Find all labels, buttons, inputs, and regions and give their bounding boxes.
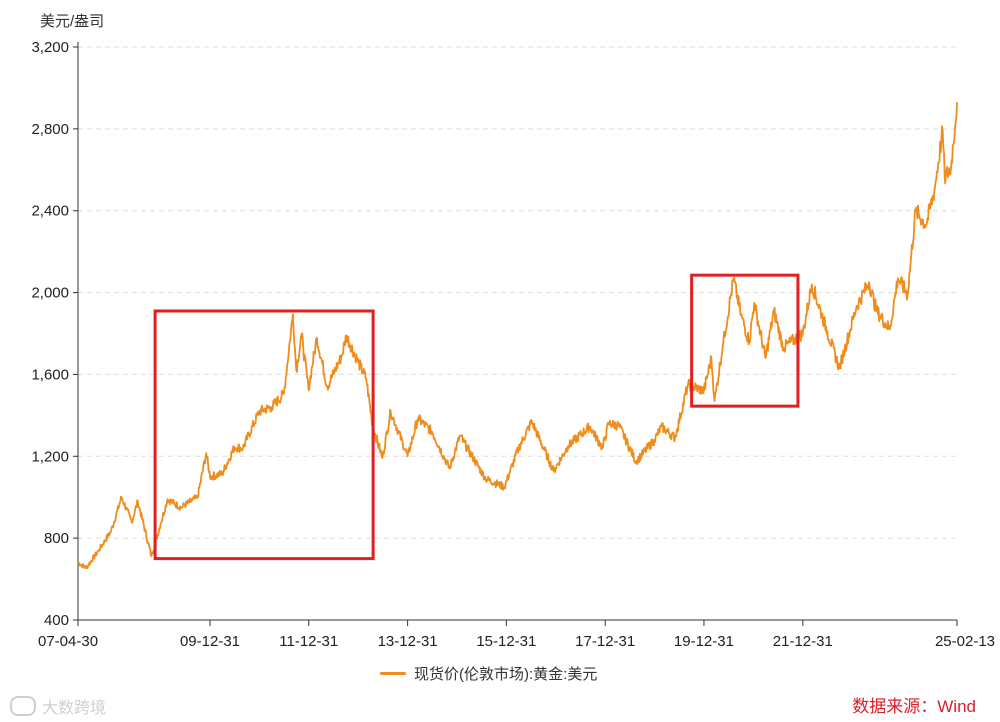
y-tick-label: 2,400 (31, 203, 69, 220)
legend[interactable]: 现货价(伦敦市场):黄金:美元 (380, 663, 597, 684)
watermark-text: 大数跨境 (42, 700, 107, 717)
series-line-gold-spot-price (77, 102, 958, 570)
x-axis-ticks: 07-04-30 09-12-31 11-12-31 13-12-31 15-12-31… (38, 620, 995, 650)
x-tick-label: 25-02-13 (935, 633, 995, 650)
x-tick-label: 11-12-31 (279, 633, 338, 650)
x-tick-label: 13-12-31 (378, 633, 438, 650)
watermark-logo-icon (10, 696, 36, 716)
y-tick-label: 2,000 (31, 285, 69, 302)
x-tick-label: 07-04-30 (38, 633, 98, 650)
data-source: 数据来源：Wind (852, 697, 976, 716)
legend-label: 现货价(伦敦市场):黄金:美元 (414, 666, 598, 683)
highlight-box-1 (153, 309, 375, 561)
y-axis-ticks: 3,200 2,800 2,400 2,000 1,600 1,200 800 400 (31, 39, 78, 629)
x-tick-label: 19-12-31 (674, 633, 734, 650)
legend-swatch (380, 672, 406, 675)
annotation-layer (153, 273, 800, 561)
y-tick-label: 3,200 (31, 39, 69, 56)
axes (77, 42, 957, 621)
y-tick-label: 1,200 (31, 448, 69, 465)
x-tick-label: 15-12-31 (476, 633, 536, 650)
grid-lines (78, 46, 957, 539)
x-tick-label: 09-12-31 (180, 633, 240, 650)
y-tick-label: 2,800 (31, 121, 69, 138)
y-tick-label: 1,600 (31, 366, 69, 383)
x-tick-label: 17-12-31 (575, 633, 635, 650)
y-tick-label: 800 (44, 530, 69, 547)
series-layer (77, 102, 958, 570)
watermark: 大数跨境 (10, 694, 106, 718)
y-tick-label: 400 (44, 612, 69, 629)
y-axis-unit-label: 美元/盎司 (40, 13, 105, 30)
highlight-box-2 (690, 273, 800, 408)
x-tick-label: 21-12-31 (773, 633, 833, 650)
